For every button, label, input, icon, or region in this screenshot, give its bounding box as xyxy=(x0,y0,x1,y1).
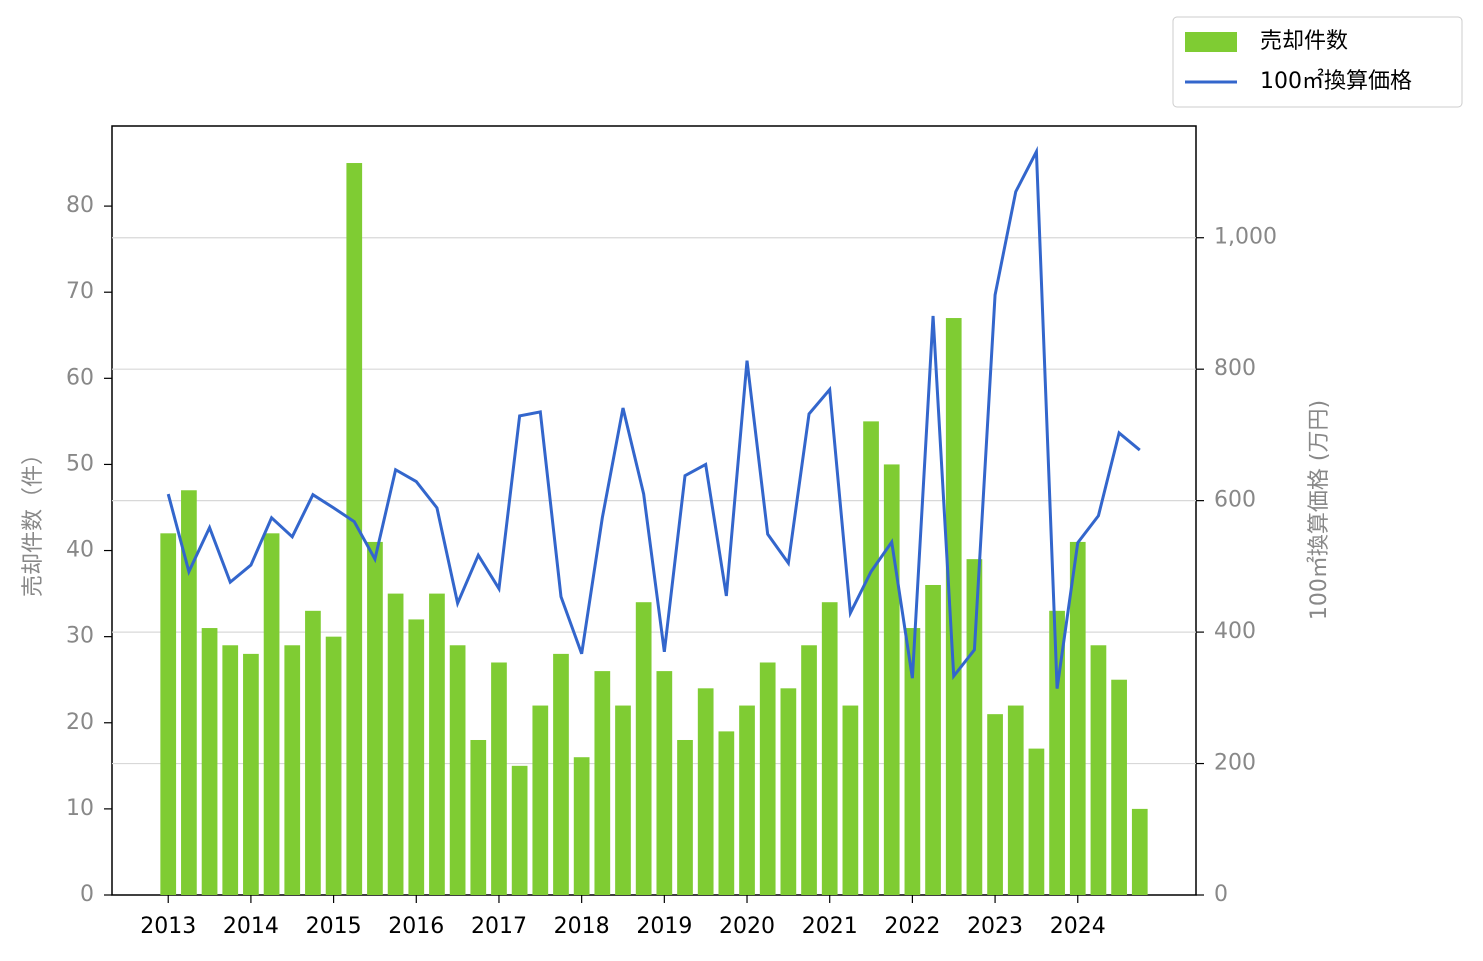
bar xyxy=(449,645,466,895)
y-tick-label: 80 xyxy=(66,193,94,218)
bar xyxy=(759,662,776,895)
y-tick-label: 70 xyxy=(66,279,94,304)
y-axis-label: 売却件数（件） xyxy=(21,443,46,597)
bar xyxy=(904,628,921,895)
bar xyxy=(925,584,941,895)
bar xyxy=(470,739,487,895)
y-tick-label: 20 xyxy=(66,710,94,735)
bar xyxy=(201,628,218,895)
x-tick-label: 2022 xyxy=(884,914,940,939)
bar xyxy=(346,163,363,895)
y-tick-label: 50 xyxy=(66,451,94,476)
bar xyxy=(1090,645,1107,895)
bar xyxy=(656,671,673,895)
bar xyxy=(1131,808,1148,895)
bar xyxy=(284,645,301,895)
bar xyxy=(367,541,383,895)
legend-swatch xyxy=(1185,32,1237,52)
bar xyxy=(408,619,425,895)
x-tick-label: 2024 xyxy=(1050,914,1106,939)
x-tick-label: 2017 xyxy=(471,914,527,939)
bar xyxy=(677,739,693,895)
bar xyxy=(863,421,879,895)
bar xyxy=(739,705,755,895)
line xyxy=(166,145,1141,689)
bar xyxy=(491,662,507,895)
x-tick-label: 2021 xyxy=(802,914,858,939)
bar xyxy=(780,688,797,895)
bar xyxy=(1049,610,1065,895)
bar xyxy=(1069,541,1086,895)
bar xyxy=(243,653,259,895)
x-tick-label: 2014 xyxy=(223,914,279,939)
bar xyxy=(553,653,569,895)
legend xyxy=(1172,16,1463,108)
bar xyxy=(883,464,900,895)
bar xyxy=(1111,679,1127,895)
y2-tick-label: 1,000 xyxy=(1214,225,1277,250)
x-tick-label: 2013 xyxy=(140,914,196,939)
plot-frame xyxy=(111,125,1197,896)
x-tick-label: 2019 xyxy=(636,914,692,939)
bar xyxy=(615,705,631,895)
y2-tick-label: 400 xyxy=(1214,619,1256,644)
y2-tick-label: 200 xyxy=(1214,751,1256,776)
bar xyxy=(532,705,549,895)
bar xyxy=(325,636,342,895)
bar xyxy=(945,318,962,895)
bar xyxy=(573,757,590,895)
y2-tick-label: 600 xyxy=(1214,488,1256,513)
y-tick-label: 30 xyxy=(66,624,94,649)
y-tick-label: 40 xyxy=(66,538,94,563)
legend-label: 100㎡換算価格 xyxy=(1260,68,1412,94)
bar xyxy=(305,610,321,895)
y-tick-label: 0 xyxy=(80,882,94,907)
y2-axis-label: 100㎡換算価格 (万円) xyxy=(1306,400,1332,620)
x-tick-label: 2015 xyxy=(306,914,362,939)
x-tick-label: 2023 xyxy=(967,914,1023,939)
bar xyxy=(222,645,239,895)
bar xyxy=(429,593,445,895)
legend-label: 売却件数 xyxy=(1260,29,1348,54)
bar xyxy=(1028,748,1045,895)
bar xyxy=(511,765,528,895)
x-tick-label: 2016 xyxy=(388,914,444,939)
y-tick-label: 10 xyxy=(66,796,94,821)
bar xyxy=(594,671,611,895)
bar xyxy=(987,714,1003,895)
bar xyxy=(821,602,838,895)
y-tick-label: 60 xyxy=(66,365,94,390)
y2-tick-label: 0 xyxy=(1214,882,1228,907)
bar xyxy=(842,705,859,895)
bar xyxy=(181,490,197,895)
bar xyxy=(1007,705,1024,895)
bar xyxy=(387,593,404,895)
x-tick-label: 2020 xyxy=(719,914,775,939)
bar xyxy=(801,645,817,895)
bar xyxy=(966,559,983,895)
y2-tick-label: 800 xyxy=(1214,356,1256,381)
bar xyxy=(635,602,652,895)
bar xyxy=(160,533,177,895)
x-tick-label: 2018 xyxy=(554,914,610,939)
bar xyxy=(263,533,280,895)
bar xyxy=(718,731,735,895)
bar xyxy=(697,688,714,895)
